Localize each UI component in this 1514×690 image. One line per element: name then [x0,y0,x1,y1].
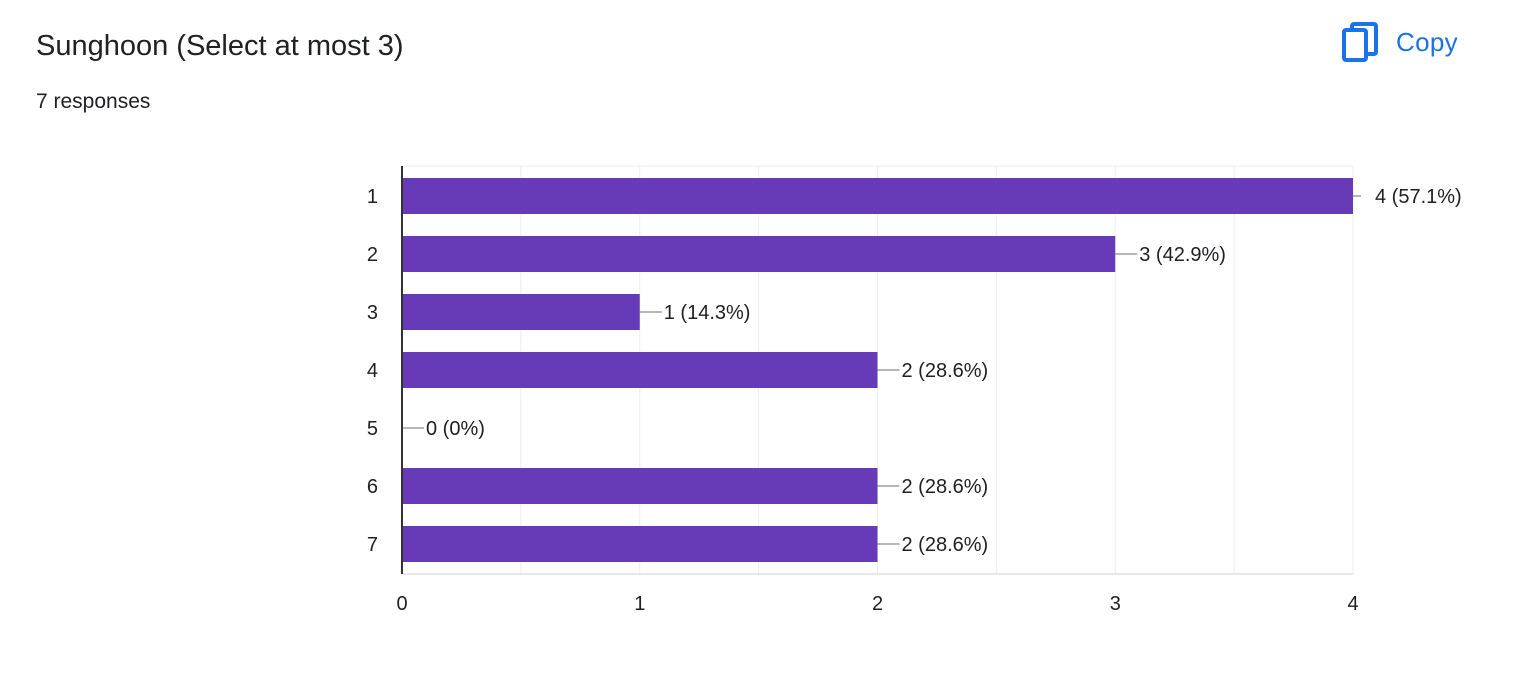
category-label: 5 [367,418,378,440]
data-label: 2 (28.6%) [902,534,989,556]
category-label: 6 [367,476,378,498]
data-label: 0 (0%) [426,418,485,440]
chart-title: Sunghoon (Select at most 3) [36,30,404,62]
bar [402,352,878,388]
data-label: 3 (42.9%) [1139,244,1226,266]
data-label: 2 (28.6%) [902,360,989,382]
bar [402,236,1116,272]
category-label: 4 [367,360,378,382]
data-label: 2 (28.6%) [902,476,989,498]
copy-button[interactable]: Copy [1330,18,1470,66]
data-label: 4 (57.1%) [1375,186,1462,208]
response-count: 7 responses [36,90,151,113]
category-label: 7 [367,534,378,556]
bar [402,468,878,504]
category-label: 2 [367,244,378,266]
x-tick-label: 1 [634,593,645,615]
x-tick-label: 3 [1110,593,1121,615]
bar [402,178,1353,214]
category-label: 3 [367,302,378,324]
bar [402,526,878,562]
x-tick-label: 2 [872,593,883,615]
data-label: 1 (14.3%) [664,302,751,324]
copy-label: Copy [1396,26,1458,57]
x-tick-label: 4 [1347,593,1358,615]
bar [402,294,640,330]
x-tick-label: 0 [396,593,407,615]
copy-icon [1342,22,1378,62]
category-label: 1 [367,186,378,208]
